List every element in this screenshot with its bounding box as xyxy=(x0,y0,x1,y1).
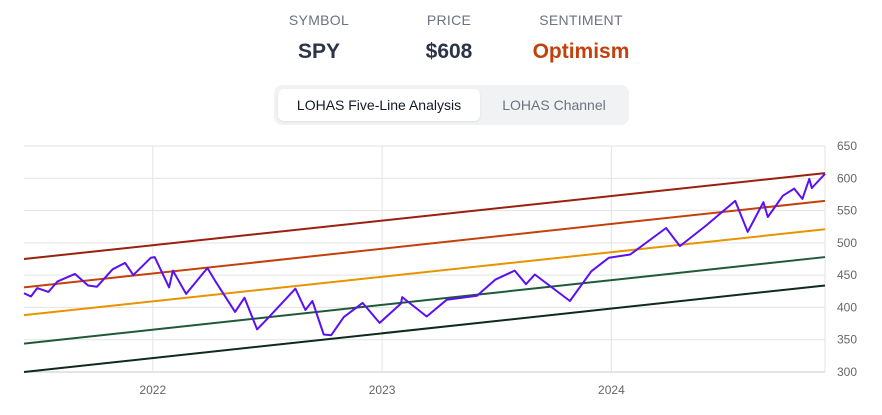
x-tick-label: 2022 xyxy=(139,383,166,397)
y-tick-label: 500 xyxy=(837,236,857,250)
symbol-label: SYMBOL xyxy=(288,12,350,28)
price-label: PRICE xyxy=(426,12,472,28)
y-tick-label: 400 xyxy=(837,300,857,314)
symbol-value: SPY xyxy=(297,40,341,63)
price-stat: PRICE $608 xyxy=(379,12,519,64)
price-value: $608 xyxy=(425,40,473,63)
x-tick-label: 2024 xyxy=(598,383,625,397)
y-tick-label: 350 xyxy=(837,333,857,347)
y-tick-label: 650 xyxy=(837,139,857,153)
tab-five-line-analysis[interactable]: LOHAS Five-Line Analysis xyxy=(278,89,480,121)
lohas-line-4 xyxy=(23,256,826,345)
lohas-line-3 xyxy=(23,228,826,317)
lohas-line-1 xyxy=(23,172,826,260)
view-tabs: LOHAS Five-Line Analysis LOHAS Channel xyxy=(274,85,629,125)
lohas-line-2 xyxy=(23,199,826,289)
x-tick-label: 2023 xyxy=(369,383,396,397)
y-tick-label: 600 xyxy=(837,171,857,185)
lohas-line-5 xyxy=(23,284,826,373)
y-tick-label: 300 xyxy=(837,365,857,379)
price-line xyxy=(23,173,826,337)
sentiment-value: Optimism xyxy=(532,40,630,63)
tab-lohas-channel[interactable]: LOHAS Channel xyxy=(502,97,606,113)
symbol-stat: SYMBOL SPY xyxy=(249,12,389,64)
y-tick-label: 550 xyxy=(837,204,857,218)
stats-bar: SYMBOL SPY PRICE $608 SENTIMENT Optimism xyxy=(0,12,882,72)
y-tick-label: 450 xyxy=(837,268,857,282)
sentiment-label: SENTIMENT xyxy=(539,12,623,28)
sentiment-stat: SENTIMENT Optimism xyxy=(511,12,651,64)
lohas-chart: 300 350 400 450 500 550 600 650 2022 2023 2024 xyxy=(23,139,857,397)
